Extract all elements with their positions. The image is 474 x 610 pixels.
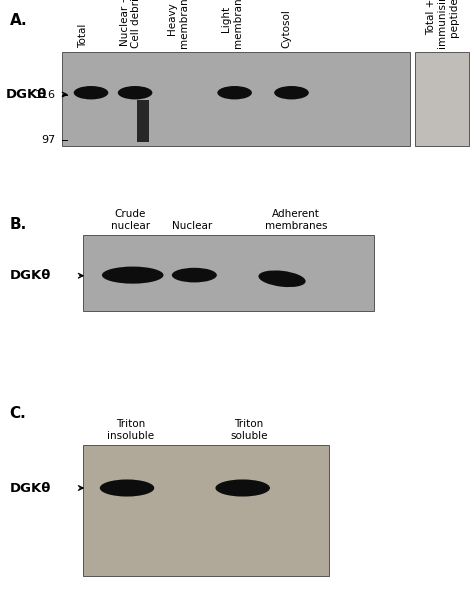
Text: Adherent
membranes: Adherent membranes: [265, 209, 328, 231]
Bar: [83, 445, 329, 576]
Ellipse shape: [258, 270, 306, 287]
Text: 97: 97: [42, 135, 56, 145]
Ellipse shape: [118, 86, 152, 99]
Text: DGKθ: DGKθ: [10, 269, 52, 282]
Ellipse shape: [102, 267, 164, 284]
Text: 116: 116: [35, 90, 56, 99]
Text: Nuclear +
Cell debris: Nuclear + Cell debris: [119, 0, 141, 48]
Bar: [137, 100, 149, 142]
Ellipse shape: [274, 86, 309, 99]
Text: B.: B.: [9, 217, 27, 232]
Text: DGKθ: DGKθ: [10, 481, 52, 495]
Ellipse shape: [73, 86, 108, 99]
Text: Heavy
membrane: Heavy membrane: [167, 0, 189, 48]
Text: Triton
insoluble: Triton insoluble: [107, 420, 154, 441]
Text: Cytosol: Cytosol: [282, 9, 292, 48]
Ellipse shape: [215, 479, 270, 497]
Ellipse shape: [217, 86, 252, 99]
Text: Total: Total: [78, 23, 88, 48]
Text: Triton
soluble: Triton soluble: [230, 420, 268, 441]
Text: Light
membrane: Light membrane: [221, 0, 243, 48]
Text: DGKθ: DGKθ: [5, 88, 47, 101]
Text: C.: C.: [9, 406, 26, 421]
Ellipse shape: [100, 479, 155, 497]
Text: Nuclear: Nuclear: [172, 221, 212, 231]
Text: A.: A.: [9, 13, 27, 29]
Ellipse shape: [172, 268, 217, 282]
Bar: [415, 52, 469, 146]
Bar: [83, 235, 374, 311]
Text: Crude
nuclear: Crude nuclear: [111, 209, 150, 231]
Text: Total +
immunising
peptide: Total + immunising peptide: [426, 0, 459, 48]
Bar: [62, 52, 410, 146]
